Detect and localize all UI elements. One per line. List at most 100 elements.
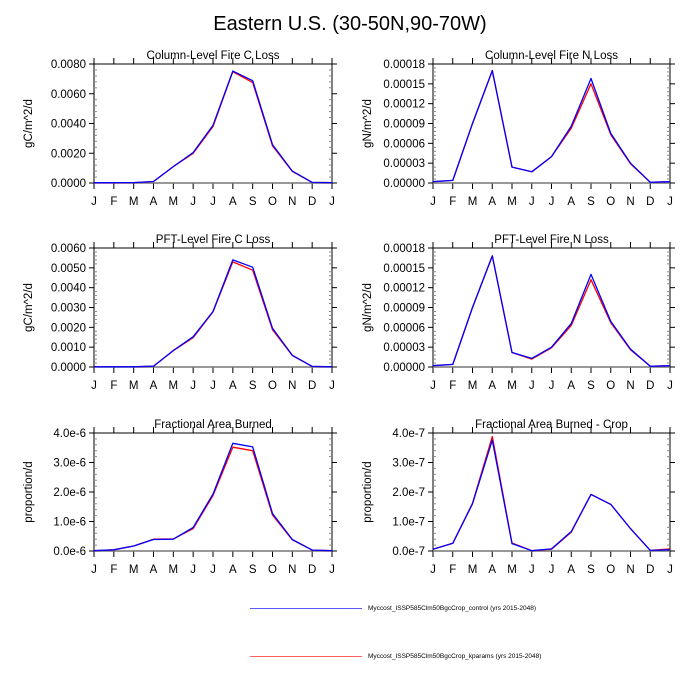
y-tick-label: 2.0e-7 xyxy=(392,487,425,499)
y-axis-label: gN/m^2/d xyxy=(362,99,374,148)
y-axis-label: gC/m^2/d xyxy=(23,99,35,148)
x-tick-label: J xyxy=(549,380,555,392)
y-tick-label: 3.0e-6 xyxy=(53,458,86,470)
x-tick-label: A xyxy=(567,564,575,576)
y-tick-label: 4.0e-7 xyxy=(392,428,425,440)
x-tick-label: D xyxy=(646,564,654,576)
series-line-kparams xyxy=(94,261,333,368)
x-tick-label: F xyxy=(110,564,117,576)
y-axis-label: gC/m^2/d xyxy=(23,283,35,332)
x-tick-label: F xyxy=(110,380,117,392)
series-line-control xyxy=(93,442,333,552)
x-tick-label: O xyxy=(268,564,277,576)
legend-label-control: Myccost_ISSP585Clm50BgcCrop_control (yrs… xyxy=(368,605,536,612)
x-tick-label: D xyxy=(308,196,316,208)
x-tick-label: N xyxy=(626,196,634,208)
legend-label-kparams: Myccost_ISSP585Clm50BgcCrop_kparams (yrs… xyxy=(368,653,542,660)
x-tick-label: J xyxy=(430,196,436,208)
y-tick-label: 0.00000 xyxy=(383,178,425,190)
x-tick-label: J xyxy=(190,564,196,576)
x-tick-label: A xyxy=(567,196,575,208)
y-tick-label: 0.0000 xyxy=(51,362,86,374)
x-tick-label: J xyxy=(529,196,535,208)
x-tick-label: S xyxy=(587,564,595,576)
y-tick-label: 0.0040 xyxy=(51,119,86,131)
chart-panel-6: Fractional Area Burned - Crop proportion/… xyxy=(362,419,675,576)
x-tick-label: M xyxy=(169,380,179,392)
x-tick-label: J xyxy=(329,380,335,392)
y-tick-label: 0.00006 xyxy=(383,138,425,150)
plot-frame xyxy=(432,63,671,184)
y-tick-label: 0.0050 xyxy=(51,263,86,275)
y-tick-label: 0.00018 xyxy=(383,59,425,71)
chart-panel-5: Fractional Area Burned proportion/d 0.0e-6… xyxy=(23,419,337,576)
x-tick-label: J xyxy=(667,380,673,392)
y-tick-label: 0.0060 xyxy=(51,89,86,101)
chart-panel-3: PFT-Level Fire C Loss gC/m^2/d 0.0000 0.001… xyxy=(23,234,337,392)
x-tick-label: M xyxy=(507,380,517,392)
x-tick-label: A xyxy=(488,196,496,208)
x-tick-label: M xyxy=(169,196,179,208)
series-line-kparams xyxy=(93,446,333,552)
y-tick-label: 0.0020 xyxy=(51,148,86,160)
x-tick-label: J xyxy=(91,196,97,208)
x-tick-label: M xyxy=(468,564,478,576)
y-tick-label: 0.00000 xyxy=(383,362,425,374)
x-tick-label: J xyxy=(430,380,436,392)
x-tick-label: J xyxy=(210,564,216,576)
y-tick-label: 0.00015 xyxy=(383,263,425,275)
y-tick-label: 0.00003 xyxy=(383,158,425,170)
x-tick-label: S xyxy=(249,196,257,208)
x-tick-label: J xyxy=(549,196,555,208)
y-tick-label: 0.0030 xyxy=(51,303,86,315)
x-tick-label: S xyxy=(249,380,257,392)
y-axis-label: proportion/d xyxy=(23,461,35,522)
x-tick-label: A xyxy=(229,380,237,392)
panel-title: Column-Level Fire N Loss xyxy=(485,50,618,62)
x-tick-label: O xyxy=(268,380,277,392)
plot-frame xyxy=(93,432,333,552)
y-axis-label: proportion/d xyxy=(362,461,374,522)
y-tick-label: 0.0020 xyxy=(51,322,86,334)
x-tick-label: N xyxy=(288,564,296,576)
x-tick-label: J xyxy=(430,564,436,576)
y-tick-label: 0.00012 xyxy=(383,99,425,111)
x-tick-label: J xyxy=(210,380,216,392)
series-line-control xyxy=(432,69,671,183)
chart-panel-1: Column-Level Fire C Loss gC/m^2/d 0.0000 0.… xyxy=(23,50,337,208)
x-tick-label: A xyxy=(488,380,496,392)
series-line-control xyxy=(432,255,671,367)
y-tick-label: 1.0e-7 xyxy=(392,517,425,529)
x-tick-label: D xyxy=(646,196,654,208)
x-tick-label: J xyxy=(667,196,673,208)
series-line-kparams xyxy=(432,255,671,367)
y-tick-label: 0.00006 xyxy=(383,322,425,334)
x-tick-label: N xyxy=(626,564,634,576)
panel-title: Column-Level Fire C Loss xyxy=(147,50,280,62)
x-tick-label: F xyxy=(449,564,456,576)
x-tick-label: J xyxy=(329,564,335,576)
x-tick-label: J xyxy=(529,380,535,392)
panel-title: Fractional Area Burned xyxy=(154,419,272,431)
y-tick-label: 0.00003 xyxy=(383,342,425,354)
legend-line-kparams xyxy=(250,656,362,657)
x-tick-label: F xyxy=(449,196,456,208)
x-tick-label: J xyxy=(190,380,196,392)
x-tick-label: A xyxy=(229,564,237,576)
x-tick-label: A xyxy=(150,380,158,392)
x-tick-label: M xyxy=(129,564,139,576)
x-tick-label: F xyxy=(449,380,456,392)
x-tick-label: N xyxy=(288,196,296,208)
x-tick-label: D xyxy=(646,380,654,392)
y-tick-label: 0.00015 xyxy=(383,79,425,91)
x-tick-label: D xyxy=(308,564,316,576)
y-tick-label: 0.0040 xyxy=(51,283,86,295)
y-tick-label: 0.0000 xyxy=(51,178,86,190)
figure-title: Eastern U.S. (30-50N,90-70W) xyxy=(213,13,487,35)
x-tick-label: M xyxy=(507,564,517,576)
legend-line-control xyxy=(250,608,362,609)
plot-frame xyxy=(432,247,671,368)
chart-panel-2: Column-Level Fire N Loss gN/m^2/d 0.00000 0… xyxy=(362,50,675,208)
y-tick-label: 0.00012 xyxy=(383,283,425,295)
